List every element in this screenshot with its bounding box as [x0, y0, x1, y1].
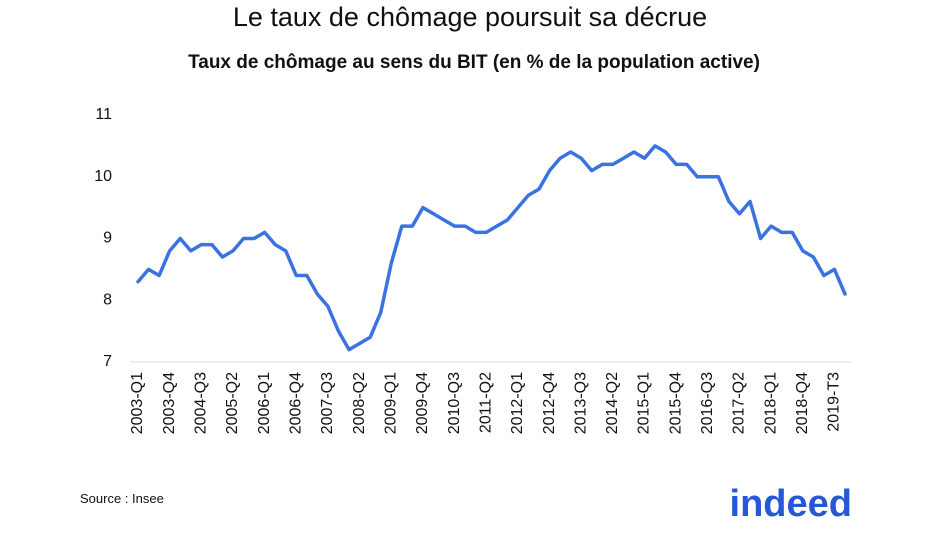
x-tick-label: 2005-Q2: [224, 372, 241, 434]
x-tick-label: 2006-Q1: [256, 372, 273, 434]
line: [136, 144, 847, 352]
chart-subtitle: Taux de chômage au sens du BIT (en % de …: [188, 52, 760, 73]
y-tick-label: 10: [94, 168, 112, 185]
x-tick-label: 2016-Q3: [699, 372, 716, 434]
x-tick-label: 2017-Q2: [731, 372, 748, 434]
x-tick-label: 2014-Q2: [604, 372, 621, 434]
y-tick-label: 11: [95, 106, 112, 123]
x-tick-label: 2003-Q4: [161, 372, 178, 434]
y-tick-label: 8: [103, 291, 112, 308]
x-tick-label: 2010-Q3: [446, 372, 463, 434]
y-tick-label: 7: [103, 353, 112, 370]
source: Source : Insee: [80, 491, 164, 506]
chart-title: Le taux de chômage poursuit sa décrue: [233, 2, 707, 32]
x-tick-label: 2019-T3: [826, 372, 843, 432]
x-tick-label: 2004-Q3: [193, 372, 210, 434]
x-tick-label: 2006-Q4: [288, 372, 305, 434]
x-tick-label: 2009-Q4: [414, 372, 431, 434]
x-tick-label: 2009-Q1: [382, 372, 399, 434]
x-tick-label: 2007-Q3: [319, 372, 336, 434]
x-tick-label: 2015-Q4: [667, 372, 684, 434]
x-tick-label: 2018-Q4: [794, 372, 811, 434]
x-tick-label: 2012-Q4: [541, 372, 558, 434]
x-tick-label: 2011-Q2: [477, 372, 494, 433]
y-tick-label: 9: [103, 230, 112, 247]
x-tick-label: 2018-Q1: [762, 372, 779, 434]
logo: indeed: [730, 483, 852, 525]
x-tick-label: 2015-Q1: [636, 372, 653, 434]
x-tick-label: 2013-Q3: [572, 372, 589, 434]
x-tick-label: 2003-Q1: [129, 372, 146, 434]
x-tick-label: 2012-Q1: [509, 372, 526, 434]
x-tick-label: 2008-Q2: [351, 372, 368, 434]
